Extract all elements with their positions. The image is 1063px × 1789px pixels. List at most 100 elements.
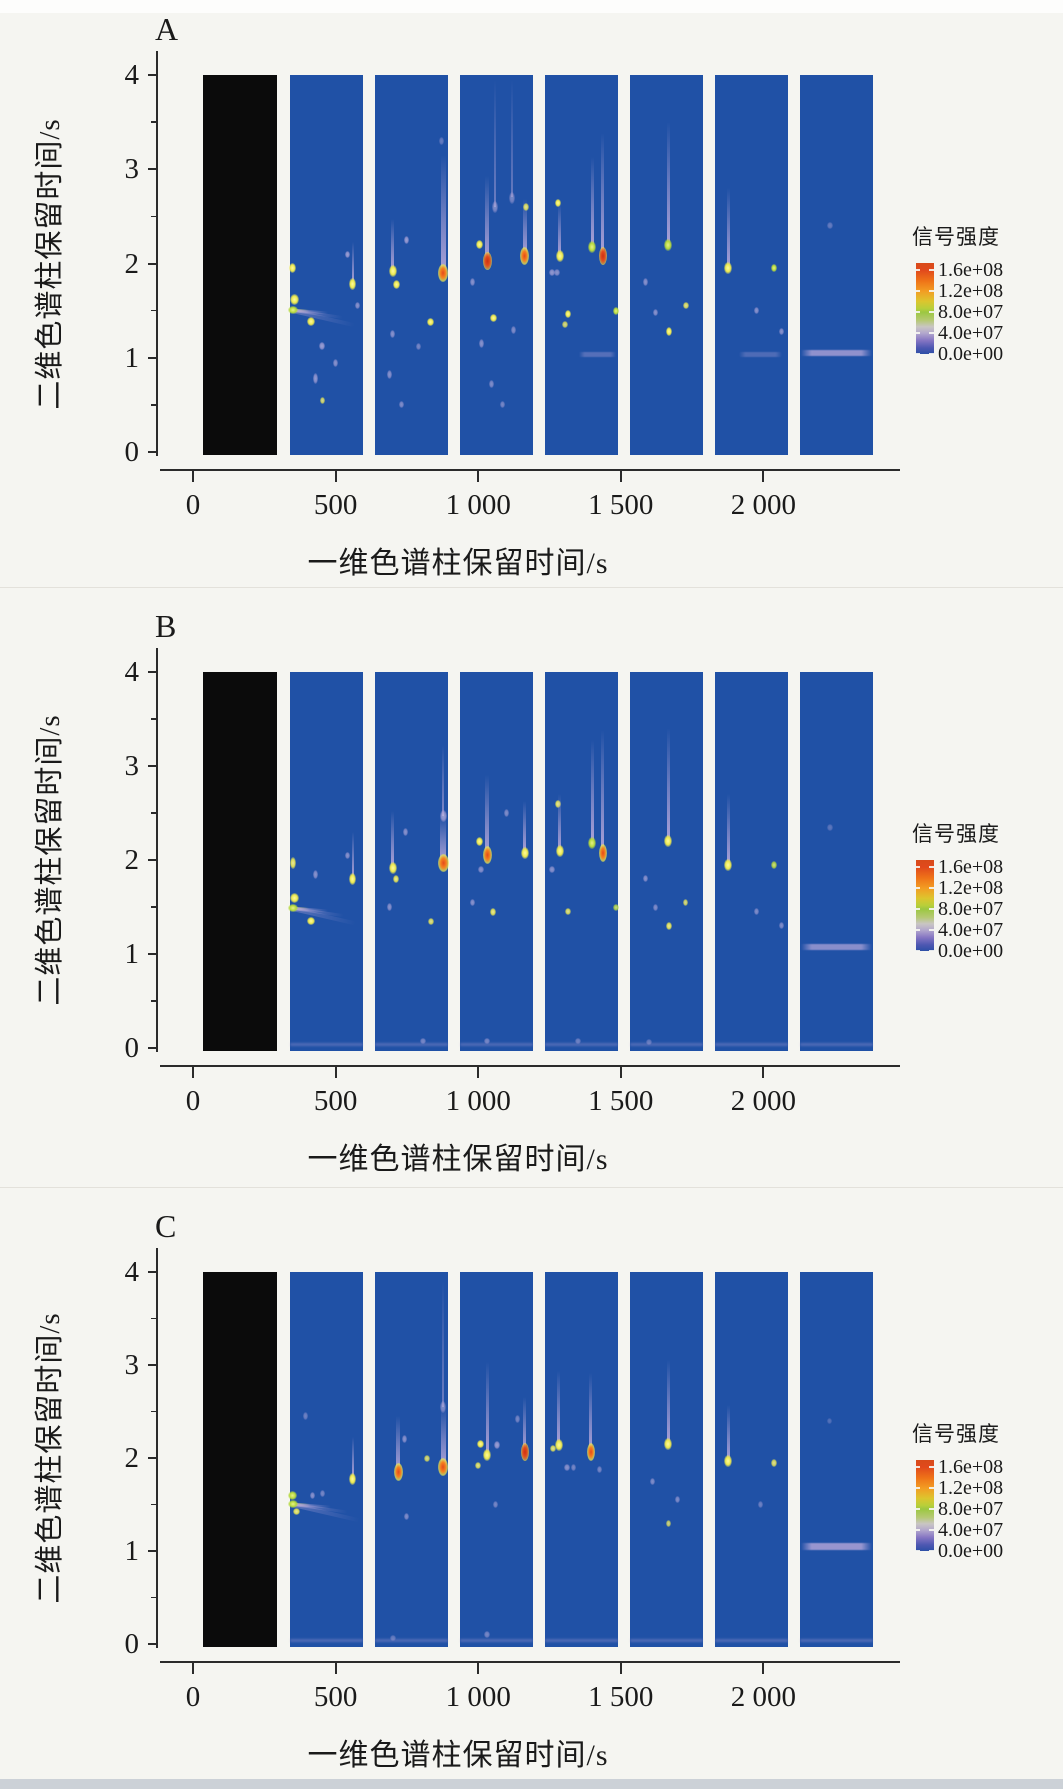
peak-spot: [753, 307, 759, 315]
peak-tail: [442, 1281, 445, 1407]
legend-colorbar-tick-right: [929, 353, 934, 355]
chromatogram-segment: [375, 1272, 449, 1647]
panel-divider-1: [0, 587, 1063, 588]
legend-colorbar-tick-left: [916, 929, 920, 931]
peak-spot: [675, 1496, 681, 1504]
baseline-glow: [715, 1638, 789, 1642]
y-axis-tick: [148, 953, 156, 955]
y-axis-minor-tick: [151, 906, 156, 908]
peak-core: [664, 1438, 673, 1450]
chromatogram-segment: [460, 1272, 534, 1647]
legend-colorbar-tick-left: [916, 311, 920, 313]
peak-tail: [440, 155, 446, 273]
x-axis-tick-label: 0: [185, 1681, 201, 1713]
peak-spot: [489, 314, 497, 323]
peak-spot: [575, 1038, 581, 1045]
baseline-glow: [375, 1638, 449, 1642]
peak-spot: [427, 917, 434, 925]
peak-spot: [403, 827, 408, 836]
peak-spot: [306, 917, 315, 926]
peak-tail: [558, 794, 561, 851]
peak-spot: [494, 1441, 500, 1449]
baseline-glow: [460, 1042, 534, 1046]
peak-tail: [391, 811, 395, 868]
peak-spot: [826, 1417, 832, 1424]
peak-core: [554, 1439, 563, 1451]
baseline-glow: [375, 1042, 449, 1046]
peak-spot: [289, 263, 297, 274]
legend-colorbar-tick-left: [916, 950, 920, 952]
peak-spot: [596, 1465, 602, 1473]
peak-tail: [726, 1405, 730, 1461]
peak-spot: [404, 1513, 410, 1521]
peak-spot: [555, 199, 562, 208]
legend-scale-label: 1.2e+08: [938, 877, 1004, 899]
peak-core: [438, 263, 449, 282]
peak-core: [598, 843, 607, 862]
y-axis-minor-tick: [151, 215, 156, 218]
x-axis-tick: [477, 471, 480, 482]
peak-tail: [442, 745, 445, 816]
x-axis-tick-label: 0: [185, 489, 201, 521]
peak-core: [393, 1463, 403, 1481]
peak-spot: [666, 1519, 672, 1527]
peak-core: [520, 247, 530, 265]
top-margin-band: [0, 0, 1063, 13]
y-axis-tick: [148, 1047, 156, 1049]
peak-spot: [612, 306, 619, 315]
peak-spot: [504, 809, 510, 817]
y-axis-minor-tick: [151, 1596, 156, 1599]
peak-spot: [770, 860, 777, 869]
y-axis-tick-label: 3: [124, 750, 140, 782]
legend-colorbar-tick-left: [916, 866, 920, 868]
x-axis-tick: [762, 471, 765, 482]
peak-tail: [511, 79, 514, 198]
peak-spot: [562, 321, 569, 329]
y-axis-tick-label: 1: [124, 938, 140, 970]
peak-spot: [398, 401, 404, 409]
peak-spot: [318, 342, 325, 351]
peak-tail: [351, 831, 354, 879]
x-axis-line: [160, 469, 900, 471]
peak-spot: [419, 1038, 426, 1045]
peak-core: [664, 835, 673, 848]
y-axis-tick-label: 2: [124, 247, 140, 280]
peak-spot: [320, 396, 326, 404]
x-axis-line: [160, 1661, 900, 1663]
panel-C-label: C: [155, 1208, 177, 1244]
peak-spot: [292, 1508, 300, 1516]
y-axis-tick: [148, 1364, 156, 1366]
peak-tail: [558, 204, 561, 256]
peak-spot: [470, 278, 475, 287]
peak-core: [555, 250, 564, 262]
peak-spot: [642, 278, 648, 287]
peak-spot: [387, 370, 393, 380]
y-axis-tick: [148, 1643, 156, 1645]
legend-colorbar-tick-right: [929, 269, 934, 271]
chromatogram-segment: [545, 672, 619, 1051]
x-axis-tick-label: 500: [313, 1681, 358, 1713]
legend-colorbar-tick-left: [916, 1529, 920, 1531]
peak-spot: [287, 1490, 297, 1500]
y-axis-minor-tick: [151, 309, 156, 312]
peak-spot: [652, 309, 658, 316]
legend-colorbar-tick-left: [916, 908, 920, 910]
y-axis-tick: [148, 451, 156, 453]
peak-tail: [666, 1360, 670, 1444]
x-axis-tick: [477, 1067, 480, 1078]
peak-spot: [403, 235, 409, 244]
y-axis-tick: [148, 859, 156, 861]
peak-spot: [612, 903, 619, 911]
peak-spot: [393, 874, 400, 883]
x-axis-tick: [192, 1663, 194, 1674]
y-axis-tick-label: 2: [124, 844, 140, 876]
peak-spot: [392, 279, 400, 289]
legend-colorbar-tick-left: [916, 332, 920, 334]
chromatogram-segment: [545, 1272, 619, 1647]
peak-horizontal-streak: [801, 350, 873, 356]
x-axis-tick-label: 2 000: [730, 1085, 797, 1117]
legend-colorbar-tick-left: [916, 1466, 920, 1468]
